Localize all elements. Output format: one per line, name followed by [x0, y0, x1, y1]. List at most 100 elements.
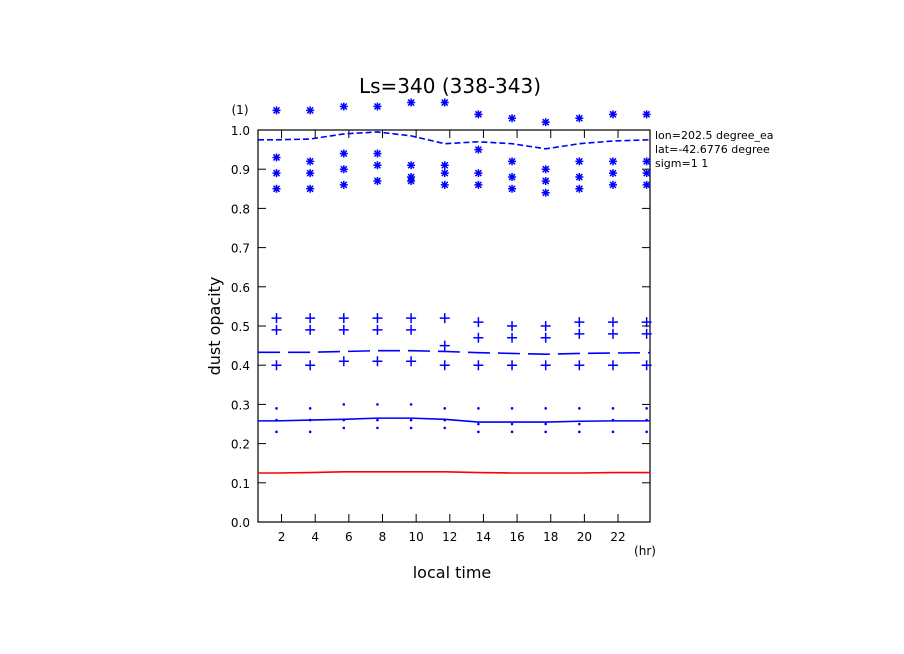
point	[373, 161, 382, 170]
point	[578, 430, 581, 434]
y-tick-label: 0.5	[231, 320, 250, 334]
point	[540, 360, 551, 371]
point	[440, 169, 449, 178]
point	[439, 313, 450, 324]
point	[271, 313, 282, 324]
point	[474, 110, 483, 119]
point	[305, 324, 316, 335]
point	[575, 173, 584, 182]
point	[608, 157, 617, 166]
point	[342, 403, 346, 406]
point	[275, 407, 278, 410]
point	[642, 110, 651, 119]
x-tick-label: 2	[278, 530, 286, 544]
point	[373, 149, 382, 158]
point	[645, 407, 648, 410]
point	[541, 165, 550, 174]
x-tick-label: 20	[577, 530, 592, 544]
point	[407, 98, 416, 107]
point	[575, 157, 584, 166]
y-tick-label: 0.7	[231, 242, 250, 256]
y-tick-label: 0.1	[231, 477, 250, 491]
point	[338, 356, 349, 367]
point	[645, 430, 648, 434]
x-tick-label: 16	[509, 530, 524, 544]
point	[272, 184, 281, 193]
y-tick-label: 0.0	[231, 516, 250, 530]
point	[607, 360, 618, 371]
y-tick-label: 0.9	[231, 163, 250, 177]
mean-line	[258, 349, 651, 356]
point	[541, 118, 550, 127]
point	[308, 407, 312, 410]
point	[272, 169, 281, 178]
point	[611, 407, 615, 410]
point	[641, 328, 652, 339]
point	[306, 157, 315, 166]
point	[407, 176, 416, 185]
point	[508, 173, 517, 182]
point	[477, 430, 480, 434]
point	[508, 114, 517, 123]
point	[339, 180, 348, 189]
x-tick-label: 8	[379, 530, 387, 544]
point	[373, 176, 382, 185]
x-unit: (hr)	[634, 544, 656, 558]
point	[407, 161, 416, 170]
point	[376, 418, 379, 422]
point	[440, 180, 449, 189]
point	[275, 430, 278, 434]
annotation: sigm=1 1	[655, 157, 708, 170]
point	[474, 145, 483, 154]
point	[510, 422, 514, 426]
point	[306, 106, 315, 115]
point	[409, 426, 413, 430]
point	[409, 418, 413, 422]
mean-line	[258, 131, 651, 150]
y-axis-label: dust opacity	[205, 277, 224, 376]
y-tick-label: 0.6	[231, 281, 250, 295]
point	[308, 430, 312, 434]
point	[508, 157, 517, 166]
point	[406, 313, 417, 324]
point	[342, 426, 346, 430]
point	[607, 328, 618, 339]
point	[608, 169, 617, 178]
x-tick-label: 12	[442, 530, 457, 544]
mean-line	[258, 417, 650, 423]
point	[439, 360, 450, 371]
point	[338, 313, 349, 324]
point	[578, 422, 581, 426]
y-tick-label: 0.2	[231, 438, 250, 452]
point	[306, 169, 315, 178]
point	[642, 169, 651, 178]
point	[376, 403, 379, 406]
x-tick-label: 14	[476, 530, 491, 544]
point	[507, 332, 518, 343]
point	[544, 430, 547, 434]
point	[305, 313, 316, 324]
y-tick-label: 0.4	[231, 359, 250, 373]
x-axis-label: local time	[413, 563, 492, 582]
point	[473, 317, 484, 328]
point	[409, 403, 413, 406]
point	[339, 165, 348, 174]
point	[575, 184, 584, 193]
point	[473, 332, 484, 343]
point	[443, 426, 447, 430]
x-tick-label: 4	[311, 530, 319, 544]
y-tick-label: 1.0	[231, 124, 250, 138]
point	[608, 180, 617, 189]
point	[541, 188, 550, 197]
point	[376, 426, 379, 430]
point	[440, 161, 449, 170]
point	[406, 324, 417, 335]
point	[508, 184, 517, 193]
chart-title: Ls=340 (338-343)	[359, 74, 541, 98]
point	[372, 356, 383, 367]
x-tick-label: 6	[345, 530, 353, 544]
point	[373, 102, 382, 111]
point	[611, 430, 615, 434]
point	[443, 407, 447, 410]
